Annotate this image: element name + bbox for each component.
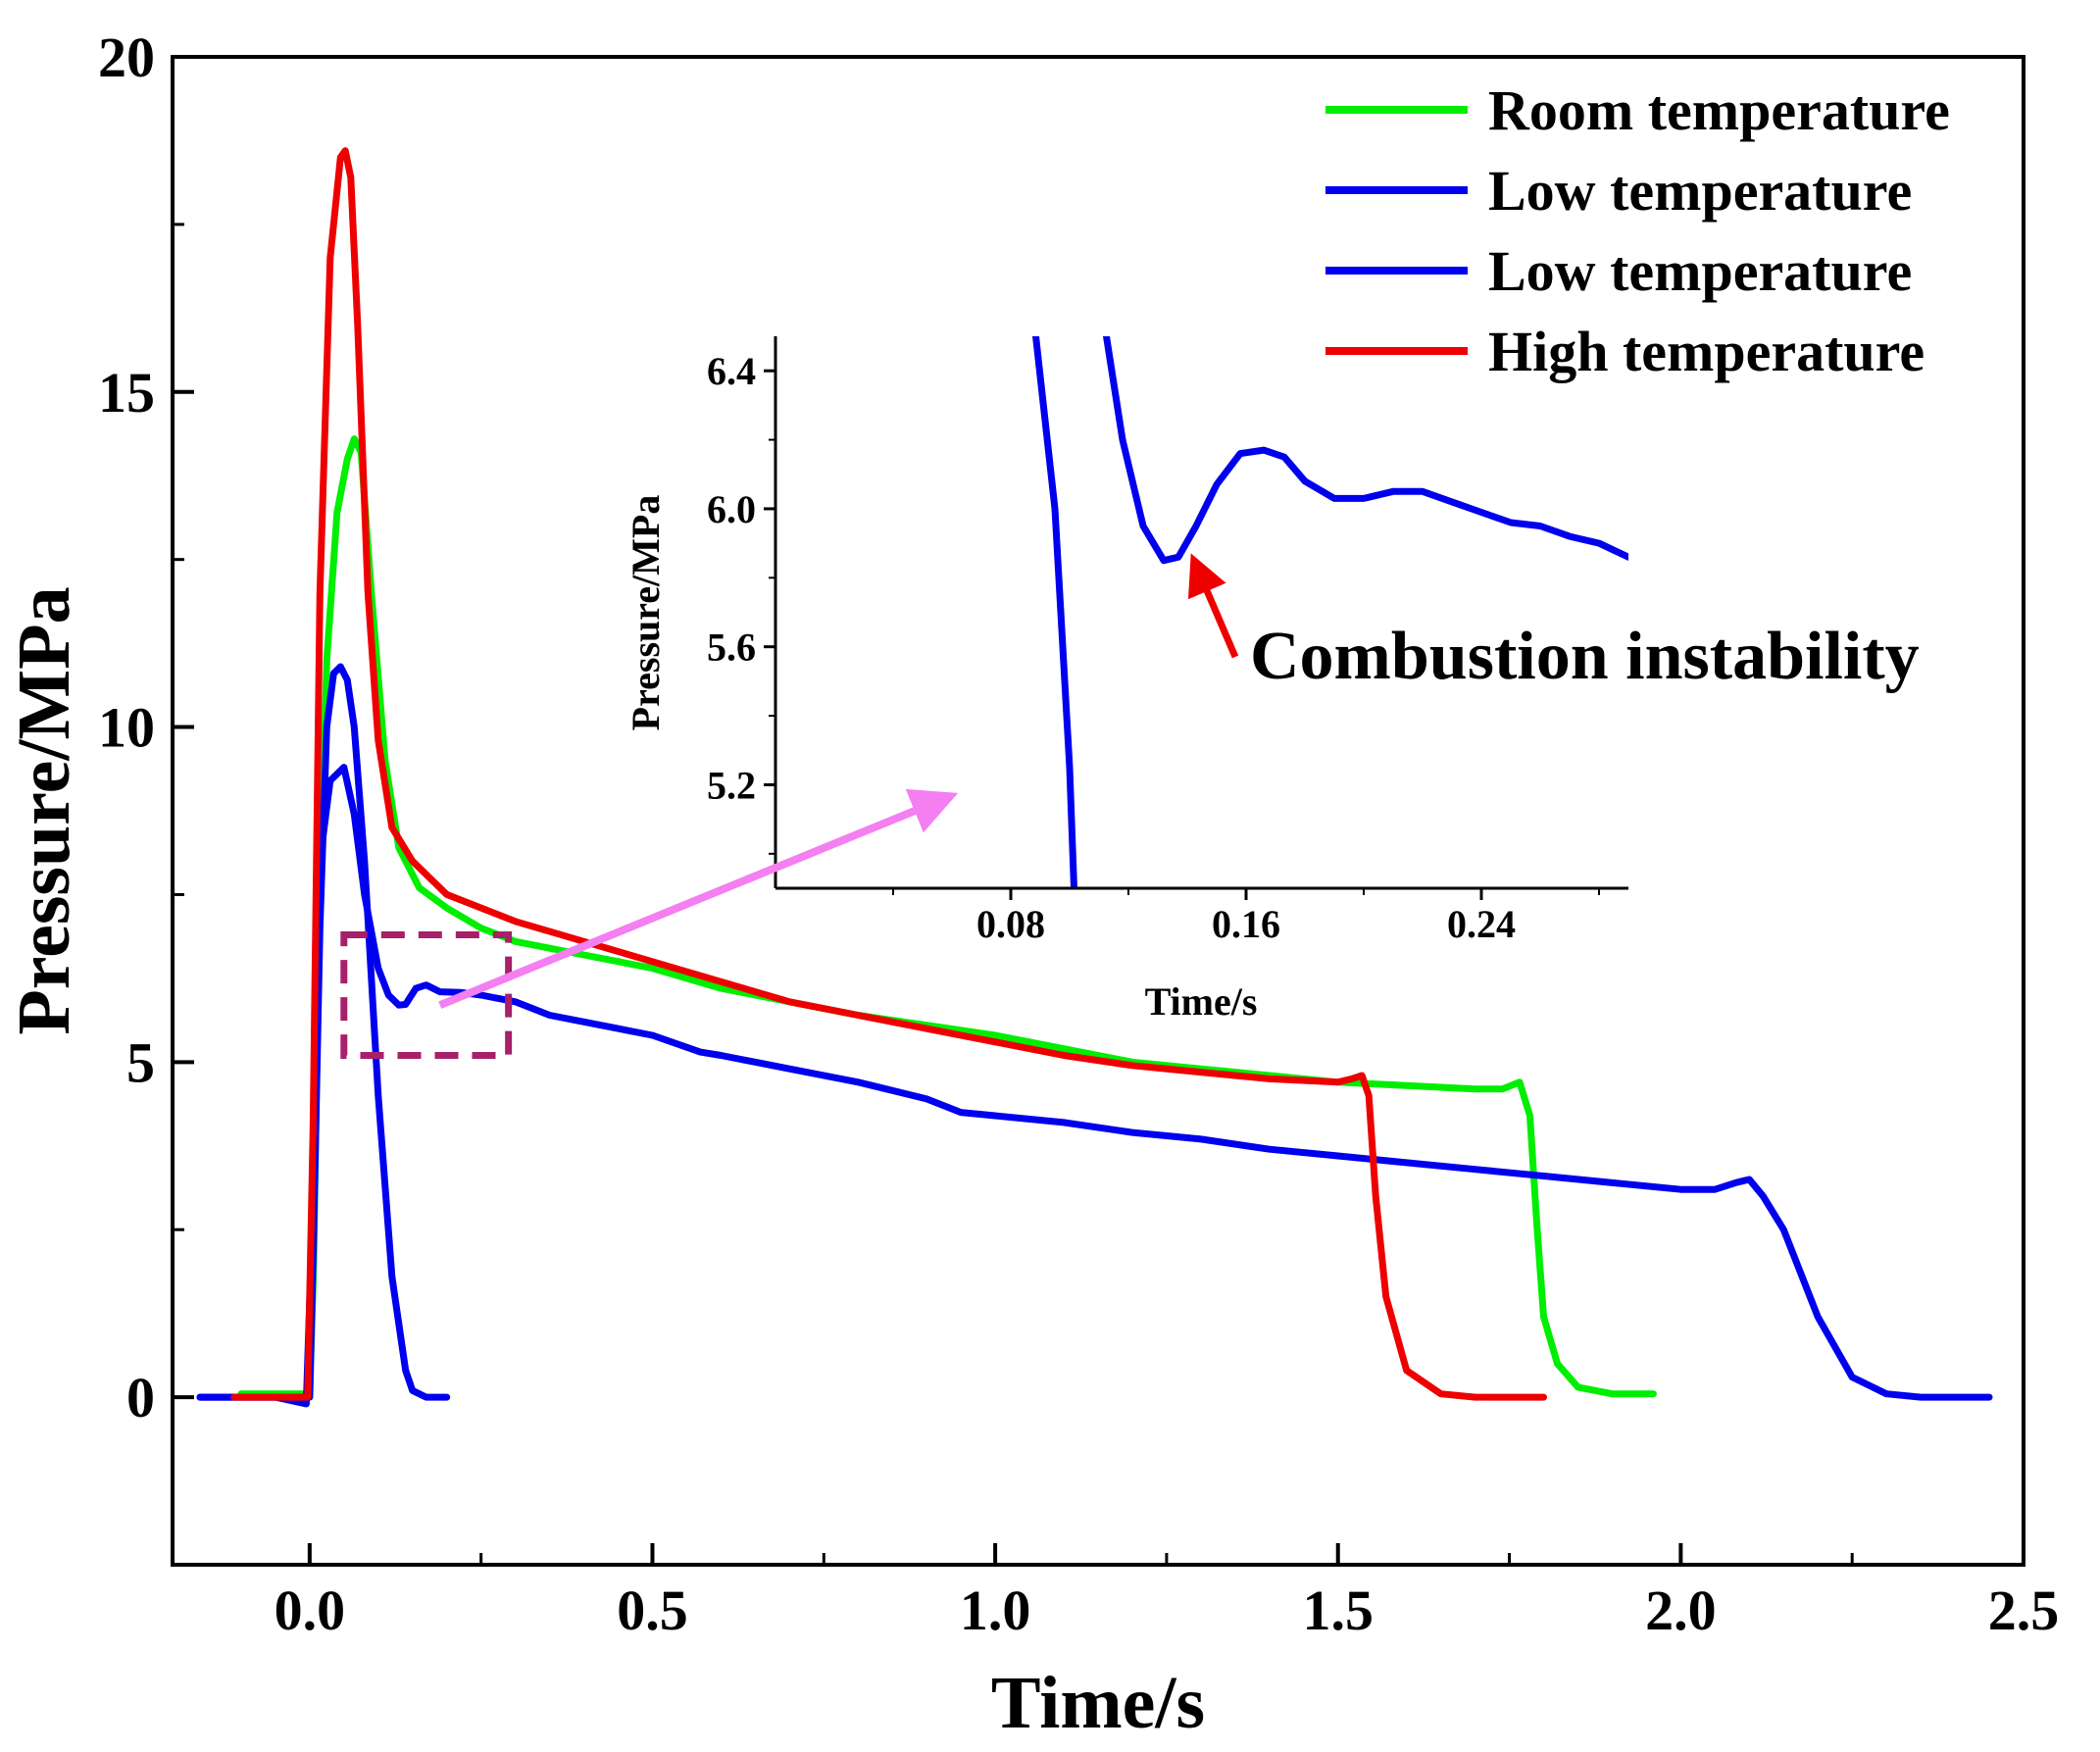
x-tick-label: 1.0	[960, 1578, 1031, 1642]
inset-y-tick-label: 5.6	[707, 626, 756, 670]
x-tick-label: 1.5	[1302, 1578, 1374, 1642]
inset-y-axis-label: Pressure/MPa	[624, 495, 668, 731]
y-tick-label: 5	[126, 1030, 155, 1094]
series-line-1	[196, 663, 451, 1401]
x-axis-label: Time/s	[991, 1662, 1205, 1744]
legend-label-3: High temperature	[1488, 320, 1925, 383]
instability-annotation: Combustion instability	[1250, 619, 1920, 694]
inset-x-axis-label: Time/s	[1145, 979, 1258, 1024]
x-tick-label: 2.5	[1988, 1578, 2060, 1642]
inset-x-tick-label: 0.16	[1212, 902, 1280, 946]
inset-x-tick-label: 0.08	[976, 902, 1045, 946]
instability-arrow	[1187, 553, 1239, 659]
inset-ticks: 0.08 0.16 0.24 5.2 5.6 6.0 6.4	[707, 349, 1600, 946]
y-tick-label: 0	[126, 1366, 155, 1429]
inset-y-tick-label: 6.0	[707, 487, 756, 531]
series-line-2	[196, 764, 1993, 1408]
zoom-box	[340, 930, 513, 1059]
legend-label-2: Low temperature	[1488, 239, 1912, 303]
legend-label-0: Room temperature	[1488, 78, 1950, 142]
inset-y-tick-label: 6.4	[707, 349, 756, 393]
x-tick-label: 2.0	[1645, 1578, 1717, 1642]
plot-frame	[171, 55, 2025, 1567]
inset-axes	[774, 336, 1628, 890]
magnify-arrow	[438, 788, 959, 1009]
inset-series	[1032, 336, 1628, 888]
inset-x-tick-label: 0.24	[1447, 902, 1516, 946]
y-axis-label: Pressure/MPa	[3, 586, 85, 1034]
inset-series-line-0	[1032, 336, 1077, 888]
inset-background	[775, 336, 1628, 888]
legend: Room temperature Low temperature Low tempe…	[1325, 78, 1950, 383]
main-series	[196, 147, 1993, 1408]
inset-series-line-1	[1103, 336, 1628, 565]
x-tick-label: 0.0	[275, 1578, 346, 1642]
inset-y-tick-label: 5.2	[707, 763, 756, 807]
series-line-3	[230, 147, 1547, 1401]
legend-label-1: Low temperature	[1488, 159, 1912, 223]
y-tick-label: 20	[98, 25, 155, 89]
y-tick-label: 10	[98, 696, 155, 760]
x-tick-label: 0.5	[617, 1578, 688, 1642]
y-tick-label: 15	[98, 361, 155, 425]
main-ticks: 0.0 0.5 1.0 1.5 2.0 2.5 0 5 10 15 20	[98, 25, 2059, 1642]
